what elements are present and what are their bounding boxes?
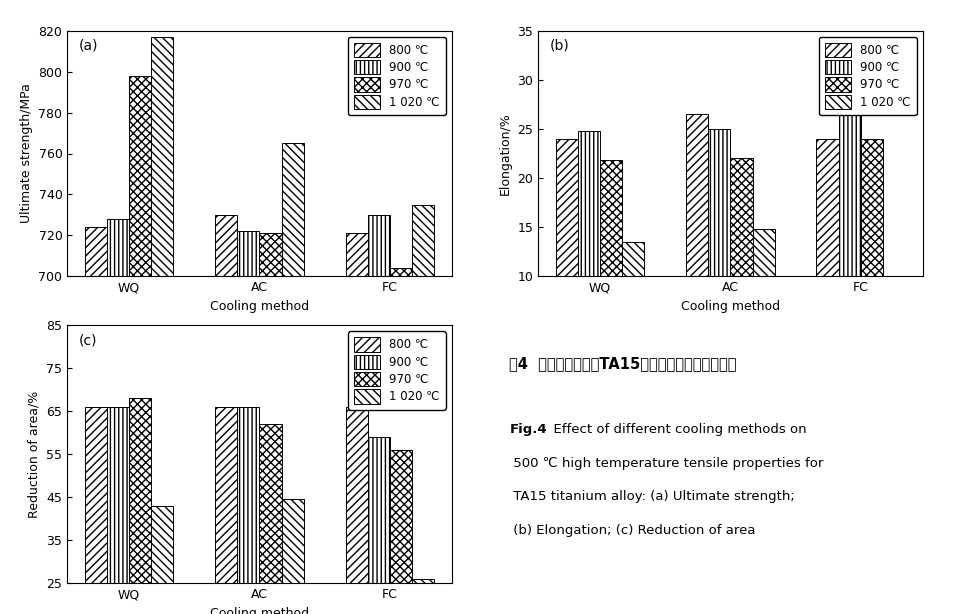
Bar: [237, 407, 259, 614]
Bar: [85, 407, 107, 614]
Text: (b) Elongation; (c) Reduction of area: (b) Elongation; (c) Reduction of area: [509, 524, 756, 537]
X-axis label: Cooling method: Cooling method: [209, 300, 309, 313]
Bar: [412, 579, 434, 614]
Text: TA15 titanium alloy: (a) Ultimate strength;: TA15 titanium alloy: (a) Ultimate streng…: [509, 491, 795, 503]
Bar: [390, 268, 412, 614]
Bar: [85, 227, 107, 614]
Bar: [282, 500, 304, 614]
X-axis label: Cooling method: Cooling method: [209, 607, 309, 614]
Bar: [708, 129, 730, 375]
Bar: [686, 114, 708, 375]
Bar: [151, 506, 173, 614]
Text: 图4  不同冷却方式对TA15合金高温拉伸性能的影响: 图4 不同冷却方式对TA15合金高温拉伸性能的影响: [509, 356, 737, 371]
Bar: [259, 233, 282, 614]
Bar: [730, 158, 752, 375]
Bar: [839, 109, 861, 375]
Text: (a): (a): [79, 38, 98, 52]
Bar: [129, 398, 151, 614]
Legend: 800 ℃, 900 ℃, 970 ℃, 1 020 ℃: 800 ℃, 900 ℃, 970 ℃, 1 020 ℃: [348, 37, 446, 115]
Bar: [259, 424, 282, 614]
Bar: [346, 233, 368, 614]
X-axis label: Cooling method: Cooling method: [680, 300, 780, 313]
Bar: [883, 281, 905, 375]
Bar: [752, 229, 775, 375]
Bar: [129, 76, 151, 614]
Y-axis label: Elongation/%: Elongation/%: [499, 112, 512, 195]
Bar: [107, 407, 129, 614]
Bar: [151, 37, 173, 614]
Bar: [578, 131, 600, 375]
Text: (c): (c): [79, 333, 97, 347]
Text: (b): (b): [550, 38, 570, 52]
Text: Effect of different cooling methods on: Effect of different cooling methods on: [545, 424, 806, 437]
Bar: [861, 139, 883, 375]
Bar: [555, 139, 578, 375]
Bar: [368, 215, 390, 614]
Bar: [215, 215, 237, 614]
Bar: [237, 231, 259, 614]
Y-axis label: Reduction of area/%: Reduction of area/%: [28, 391, 41, 518]
Bar: [390, 450, 412, 614]
Bar: [368, 437, 390, 614]
Bar: [346, 407, 368, 614]
Legend: 800 ℃, 900 ℃, 970 ℃, 1 020 ℃: 800 ℃, 900 ℃, 970 ℃, 1 020 ℃: [348, 332, 446, 410]
Bar: [215, 407, 237, 614]
Bar: [107, 219, 129, 614]
Legend: 800 ℃, 900 ℃, 970 ℃, 1 020 ℃: 800 ℃, 900 ℃, 970 ℃, 1 020 ℃: [819, 37, 917, 115]
Bar: [282, 143, 304, 614]
Bar: [817, 139, 839, 375]
Y-axis label: Ultimate strength/MPa: Ultimate strength/MPa: [20, 84, 33, 223]
Bar: [412, 204, 434, 614]
Bar: [622, 242, 644, 375]
Text: Fig.4: Fig.4: [509, 424, 547, 437]
Text: 500 ℃ high temperature tensile properties for: 500 ℃ high temperature tensile propertie…: [509, 457, 824, 470]
Bar: [600, 160, 622, 375]
